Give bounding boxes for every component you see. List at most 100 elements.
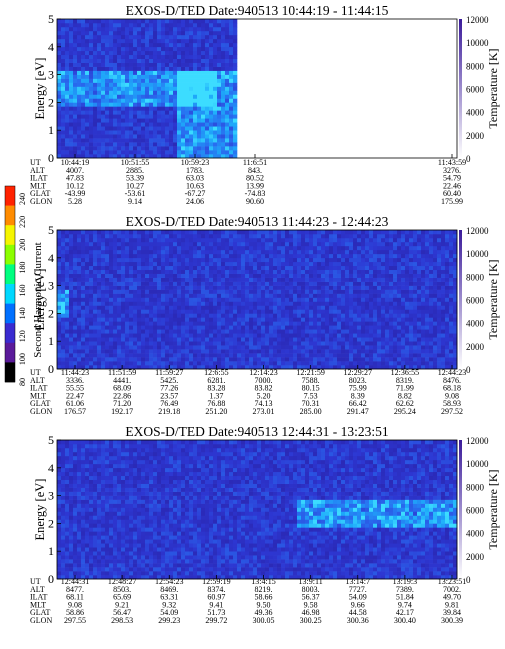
heat-cell <box>217 349 222 354</box>
heat-cell <box>125 365 130 370</box>
heat-cell <box>117 66 122 71</box>
heat-cell <box>141 154 146 159</box>
heat-cell <box>197 74 202 79</box>
heat-cell <box>405 233 410 239</box>
heat-cell <box>153 118 158 123</box>
heat-cell <box>101 301 106 306</box>
heat-cell <box>305 237 310 243</box>
heat-cell <box>205 122 210 127</box>
heat-cell <box>165 301 170 306</box>
heat-cell <box>125 142 130 147</box>
heat-cell <box>101 78 106 83</box>
heat-cell <box>205 19 210 24</box>
heat-cell <box>317 345 322 350</box>
y2-tick-label: 2000 <box>466 131 485 141</box>
heat-cell <box>221 34 226 40</box>
heat-cell <box>221 118 226 123</box>
heat-cell <box>385 309 390 314</box>
heat-cell <box>309 297 314 302</box>
heat-cell <box>249 345 254 350</box>
heat-cell <box>253 305 258 310</box>
heat-cell <box>57 138 62 143</box>
heat-cell <box>285 301 290 306</box>
heat-cell <box>177 277 182 282</box>
heat-cell <box>165 345 170 350</box>
heat-cell <box>121 106 126 111</box>
heat-cell <box>105 122 110 127</box>
heat-cell <box>145 277 150 282</box>
heat-cell <box>105 253 110 259</box>
heat-cell <box>105 58 110 63</box>
heat-cell <box>197 257 202 263</box>
heat-cell <box>409 293 414 298</box>
heat-cell <box>285 277 290 282</box>
heat-cell <box>93 253 98 259</box>
heat-cell <box>149 241 154 247</box>
heat-cell <box>85 62 90 67</box>
heat-cell <box>313 301 318 306</box>
heat-cell <box>253 353 258 358</box>
heat-cell <box>437 293 442 298</box>
heat-cell <box>261 249 266 255</box>
heat-cell <box>185 317 190 322</box>
heat-cell <box>117 118 122 123</box>
heat-cell <box>61 74 66 79</box>
heat-cell <box>393 333 398 338</box>
heat-cell <box>221 349 226 354</box>
heat-cell <box>353 253 358 259</box>
heat-cell <box>81 150 86 155</box>
heat-cell <box>369 297 374 302</box>
heat-cell <box>313 241 318 247</box>
heat-cell <box>177 78 182 83</box>
heat-cell <box>401 317 406 322</box>
heat-cell <box>221 58 226 63</box>
heat-cell <box>97 317 102 322</box>
heat-cell <box>349 353 354 358</box>
heat-cell <box>157 86 162 91</box>
heat-cell <box>77 289 82 294</box>
heat-cell <box>277 261 282 267</box>
heat-cell <box>205 297 210 302</box>
heat-cell <box>105 118 110 123</box>
heat-cell <box>121 277 126 282</box>
heat-cell <box>145 313 150 318</box>
heat-cell <box>173 277 178 282</box>
heat-cell <box>61 301 66 306</box>
heat-cell <box>181 365 186 370</box>
heat-cell <box>401 233 406 239</box>
heat-cell <box>273 353 278 358</box>
heat-cell <box>285 253 290 259</box>
heat-cell <box>57 22 62 28</box>
heat-cell <box>77 138 82 143</box>
heat-cell <box>433 313 438 318</box>
heat-cell <box>217 269 222 274</box>
heat-cell <box>57 305 62 310</box>
heat-cell <box>217 34 222 40</box>
heat-cell <box>353 273 358 278</box>
heat-cell <box>101 50 106 56</box>
heat-cell <box>401 230 406 235</box>
heat-cell <box>173 253 178 259</box>
heat-cell <box>169 309 174 314</box>
heat-cell <box>109 277 114 282</box>
heat-cell <box>229 19 234 24</box>
heat-cell <box>341 253 346 259</box>
y-tick-label: 4 <box>48 40 54 54</box>
heat-cell <box>269 253 274 259</box>
heat-cell <box>93 361 98 366</box>
heat-cell <box>393 305 398 310</box>
heat-cell <box>361 261 366 267</box>
heat-cell <box>133 102 138 107</box>
heat-cell <box>205 94 210 99</box>
heat-cell <box>353 345 358 350</box>
heat-cell <box>201 353 206 358</box>
heat-cell <box>177 70 182 75</box>
heat-cell <box>417 257 422 263</box>
heat-cell <box>133 309 138 314</box>
heat-cell <box>301 353 306 358</box>
heat-cell <box>121 249 126 255</box>
heat-cell <box>125 86 130 91</box>
heat-cell <box>109 329 114 334</box>
heat-cell <box>197 138 202 143</box>
heat-cell <box>261 345 266 350</box>
